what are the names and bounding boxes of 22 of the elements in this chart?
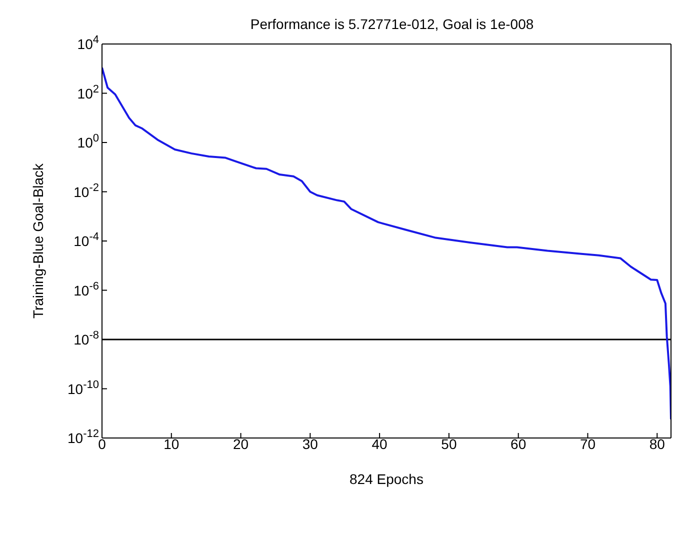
x-tick-label: 80 <box>649 436 666 452</box>
y-tick-label: 10$^{0}$ <box>77 132 99 150</box>
y-tick-label: 10$^{2}$ <box>77 83 99 102</box>
y-tick-label: 10$^{4}$ <box>77 34 99 52</box>
x-axis-title: 824 Epochs <box>350 471 424 487</box>
y-tick-label: 10$^{-2}$ <box>74 182 99 200</box>
x-tick-label: 20 <box>232 436 249 452</box>
x-tick-label: 0 <box>98 436 106 452</box>
y-tick-label: 10$^{-10}$ <box>68 378 99 397</box>
x-tick-label: 10 <box>164 436 180 452</box>
y-tick-label: 10$^{-12}$ <box>68 428 99 446</box>
x-tick-label: 60 <box>510 436 526 452</box>
chart-title: Performance is 5.72771e-012, Goal is 1e-008 <box>249 16 535 32</box>
x-tick-label: 70 <box>580 436 596 452</box>
x-tick-label: 40 <box>372 436 388 452</box>
x-tick-label: 50 <box>441 436 457 452</box>
y-axis-title: Training-Blue Goal-Black <box>30 162 46 319</box>
line-series <box>102 66 671 420</box>
y-tick-label: 10$^{-6}$ <box>74 280 99 298</box>
x-tick-label: 30 <box>302 436 318 452</box>
y-tick-label: 10$^{-4}$ <box>74 231 99 249</box>
y-tick-label: 10$^{-8}$ <box>74 330 99 348</box>
